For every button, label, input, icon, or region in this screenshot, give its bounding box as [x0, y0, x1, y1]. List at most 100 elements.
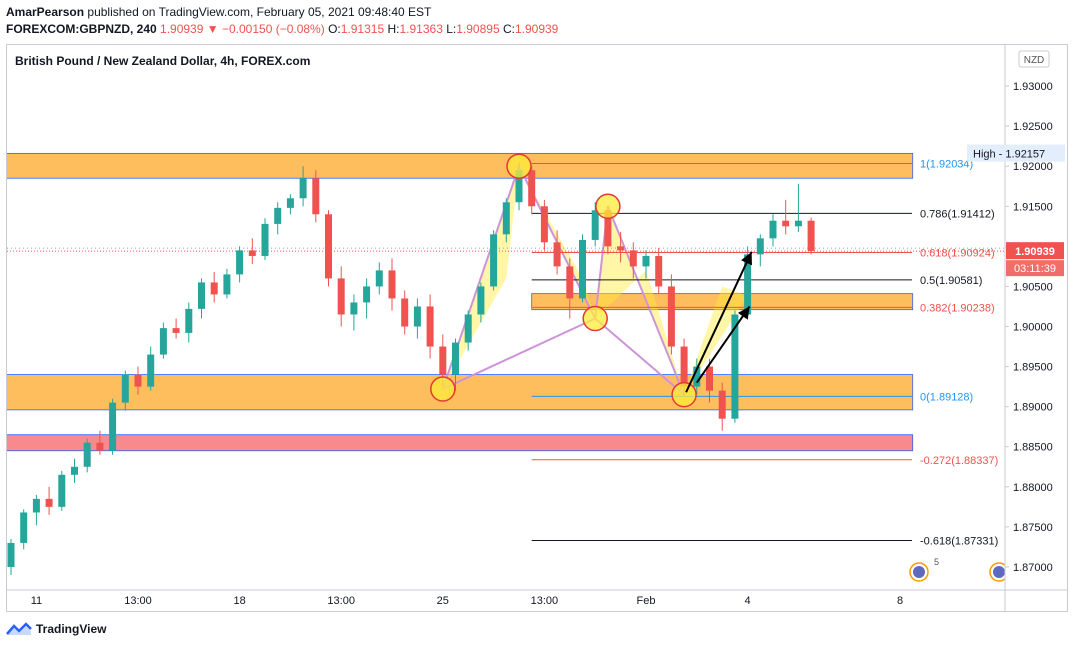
candle-body	[223, 274, 231, 295]
price-chart[interactable]: 1(1.92034) 0.786(1.91412) 0.618(1.90924) 0.…	[7, 45, 1067, 611]
zone-rect-2	[7, 374, 914, 411]
y-tick-label-0: 1.87000	[1013, 562, 1053, 574]
pivot-circle-4	[671, 381, 697, 408]
candle-body	[325, 214, 332, 279]
plot-area	[7, 152, 1005, 582]
bcd-highlight	[595, 206, 685, 395]
candle-body	[312, 178, 320, 215]
candle-body	[744, 254, 752, 315]
low-value: 1.90895	[456, 22, 500, 36]
y-tick-label-4: 1.89000	[1013, 402, 1053, 414]
candle-body	[248, 250, 256, 256]
candle-body	[261, 223, 269, 256]
tradingview-brand[interactable]: TradingView	[36, 622, 107, 636]
candle-body	[452, 342, 459, 375]
candle-body	[667, 286, 675, 347]
x-tick-label-2: 18	[233, 595, 245, 607]
x-tick-label-4: 25	[437, 595, 449, 607]
x-tick-label-6: Feb	[637, 595, 656, 607]
candle-body	[566, 266, 574, 299]
candle-body	[71, 466, 78, 475]
candle-body	[604, 210, 612, 247]
price-change: ▼ −0.00150 (−0.08%)	[206, 22, 325, 36]
arrow-up-1	[685, 251, 753, 393]
chart-title: British Pound / New Zealand Dollar, 4h, …	[15, 54, 310, 68]
currency-box	[1018, 50, 1050, 68]
chart-header: AmarPearson published on TradingView.com…	[6, 4, 558, 38]
candle-body	[172, 328, 180, 333]
candle-body	[540, 206, 548, 243]
candle-body	[642, 255, 650, 267]
candle-body	[96, 442, 104, 451]
y-tick-label-3: 1.88500	[1013, 442, 1053, 454]
close-value: 1.90939	[514, 22, 559, 36]
fib-label-0: 1(1.92034)	[920, 158, 973, 170]
price-label-box	[1006, 242, 1064, 260]
y-tick-label-7: 1.90500	[1013, 281, 1053, 293]
candle-body	[388, 270, 396, 299]
candle-body	[109, 402, 117, 451]
flag-icon-0	[913, 566, 925, 578]
pivot-circle-0	[430, 376, 456, 402]
candle-body	[502, 202, 510, 235]
ohlc-line: FOREXCOM:GBPNZD, 240 1.90939 ▼ −0.00150 …	[6, 21, 558, 38]
author-name[interactable]: AmarPearson	[6, 5, 85, 19]
pivot-circle-3	[595, 193, 621, 220]
high-label: High ‑ 1.92157	[973, 149, 1045, 161]
candle-body	[20, 512, 28, 543]
x-tick-label-8: 8	[897, 595, 903, 607]
candle-body	[718, 390, 726, 419]
candle-body	[794, 220, 802, 227]
candle-body	[210, 282, 218, 295]
candle-body	[655, 255, 663, 287]
close-label: C:	[502, 22, 515, 36]
chart-frame[interactable]: 1(1.92034) 0.786(1.91412) 0.618(1.90924) 0.…	[6, 44, 1068, 612]
candle-body	[439, 346, 447, 375]
footer: TradingView	[6, 622, 106, 636]
candle-body	[185, 308, 193, 333]
candle-body	[58, 474, 66, 507]
candle-body	[350, 302, 358, 315]
fib-label-2: 0.618(1.90924)	[920, 247, 995, 259]
low-label: L:	[446, 22, 457, 36]
price-label: 1.90939	[1015, 246, 1055, 258]
y-tick-label-11: 1.92500	[1013, 121, 1053, 133]
candle-body	[7, 542, 15, 567]
y-tick-label-12: 1.93000	[1013, 81, 1053, 93]
candle-body	[83, 442, 91, 467]
candle-body	[401, 298, 409, 327]
fib-label-3: 0.5(1.90581)	[920, 275, 982, 287]
publish-info: published on TradingView.com, February 0…	[87, 5, 432, 19]
pattern-bd-line	[594, 317, 685, 396]
candle-body	[680, 346, 688, 387]
candle-body	[782, 220, 790, 227]
candle-body	[807, 220, 815, 252]
candle-body	[769, 220, 777, 239]
arrow-up-2	[695, 305, 751, 384]
countdown-box	[1006, 260, 1064, 277]
candle-body	[236, 250, 244, 275]
y-tick-label-1: 1.87500	[1013, 522, 1053, 534]
countdown-label: 03:11:39	[1014, 263, 1056, 275]
candle-body	[515, 170, 523, 203]
x-tick-label-0: 11	[31, 595, 42, 607]
flag-icon-1	[993, 566, 1005, 578]
candle-body	[121, 374, 129, 403]
candle-body	[337, 278, 345, 315]
tradingview-logo-icon[interactable]	[6, 622, 32, 636]
fib-label-1: 0.786(1.91412)	[920, 208, 995, 220]
pattern-xb-line	[442, 317, 596, 390]
candle-body	[274, 207, 282, 224]
x-tick-label-3: 13:00	[327, 595, 355, 607]
fib-label-4: 0.382(1.90238)	[920, 302, 995, 314]
candle-body	[731, 314, 739, 419]
candle-body	[490, 234, 498, 287]
candle-body	[706, 366, 713, 391]
x-tick-label-1: 13:00	[124, 595, 152, 607]
x-tick-label-7: 4	[745, 595, 751, 607]
symbol-label: FOREXCOM:GBPNZD, 240	[6, 22, 157, 36]
y-tick-label-10: 1.92000	[1013, 161, 1053, 173]
publish-line: AmarPearson published on TradingView.com…	[6, 4, 558, 21]
candle-body	[756, 238, 764, 255]
zone-rect-3	[7, 434, 914, 452]
